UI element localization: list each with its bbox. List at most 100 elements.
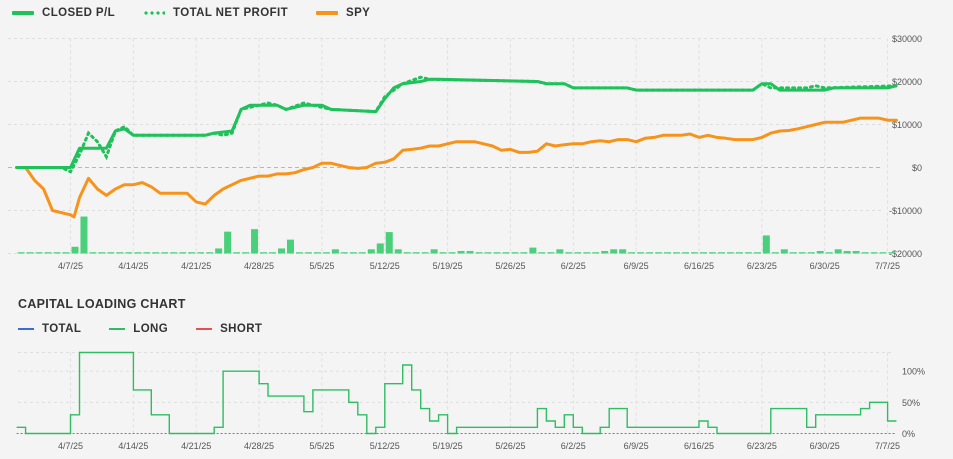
- volume-bar: [780, 249, 788, 254]
- capital-chart-legend: TOTAL LONG SHORT: [18, 323, 290, 335]
- volume-bar: [322, 252, 330, 254]
- volume-bar: [251, 229, 259, 254]
- volume-bar: [80, 216, 88, 254]
- x-tick-label: 5/26/25: [495, 441, 525, 451]
- legend-label-total-net-profit: TOTAL NET PROFIT: [173, 7, 289, 19]
- y-tick-label: 100%: [902, 367, 925, 377]
- x-tick-label: 4/21/25: [181, 261, 211, 271]
- volume-bar: [35, 252, 43, 254]
- volume-bar: [448, 252, 456, 254]
- volume-bar: [125, 252, 133, 254]
- volume-bar: [313, 252, 321, 254]
- volume-bar: [71, 246, 79, 254]
- volume-bar: [744, 252, 752, 254]
- x-tick-label: 4/7/25: [58, 261, 83, 271]
- x-tick-label: 4/28/25: [244, 261, 274, 271]
- volume-bar: [134, 252, 142, 254]
- legend-item-total[interactable]: TOTAL: [18, 323, 81, 335]
- volume-bar: [735, 252, 743, 254]
- y-tick-label: $30000: [892, 34, 922, 44]
- volume-bar: [430, 249, 438, 254]
- x-tick-label: 6/2/25: [561, 441, 586, 451]
- volume-bar: [816, 250, 824, 254]
- volume-bar: [62, 252, 70, 254]
- volume-bar: [179, 252, 187, 254]
- legend-label-total: TOTAL: [42, 323, 82, 335]
- x-tick-label: 5/12/25: [370, 441, 400, 451]
- volume-bar: [17, 252, 25, 254]
- x-tick-label: 5/12/25: [370, 261, 400, 271]
- volume-bar: [529, 247, 537, 254]
- series-line-total-net-profit: [15, 75, 898, 174]
- volume-bar: [206, 252, 214, 254]
- volume-bar: [708, 252, 716, 254]
- volume-bar: [286, 239, 294, 254]
- volume-bar: [673, 252, 681, 254]
- dotted-line-icon: [143, 11, 166, 15]
- volume-bar: [412, 252, 420, 254]
- x-tick-label: 4/21/25: [181, 441, 211, 451]
- volume-bar: [646, 252, 654, 254]
- volume-bar: [601, 250, 609, 254]
- y-tick-label: 50%: [902, 398, 920, 408]
- volume-bar: [843, 250, 851, 254]
- volume-bar: [825, 252, 833, 254]
- volume-bar: [170, 252, 178, 254]
- legend-item-closed-pl[interactable]: CLOSED P/L: [12, 7, 115, 19]
- volume-bar: [583, 252, 591, 254]
- volume-bar: [224, 231, 232, 254]
- x-tick-label: 7/7/25: [875, 261, 900, 271]
- volume-bar: [574, 252, 582, 254]
- volume-bar: [511, 252, 519, 254]
- legend-item-total-net-profit[interactable]: TOTAL NET PROFIT: [143, 7, 288, 19]
- volume-bar: [457, 250, 465, 254]
- volume-bar: [242, 252, 250, 254]
- x-tick-label: 6/30/25: [810, 261, 840, 271]
- volume-bar: [699, 252, 707, 254]
- x-tick-label: 5/26/25: [495, 261, 525, 271]
- volume-bar: [771, 252, 779, 254]
- volume-bar: [637, 252, 645, 254]
- line-icon: [109, 328, 126, 330]
- y-tick-label: $10000: [892, 120, 922, 130]
- legend-item-spy[interactable]: SPY: [316, 7, 370, 19]
- x-tick-label: 4/14/25: [118, 261, 148, 271]
- solid-line-icon: [316, 11, 339, 15]
- volume-bar: [161, 252, 169, 254]
- volume-bar: [143, 252, 151, 254]
- volume-bar: [717, 252, 725, 254]
- volume-bar: [484, 252, 492, 254]
- volume-bar: [331, 249, 339, 254]
- volume-bar: [592, 252, 600, 254]
- volume-bar: [726, 252, 734, 254]
- volume-bar: [340, 252, 348, 254]
- volume-bar: [798, 252, 806, 254]
- x-tick-label: 6/23/25: [747, 261, 777, 271]
- y-tick-label: $0: [912, 163, 922, 173]
- volume-bar: [682, 252, 690, 254]
- volume-bar: [870, 252, 878, 254]
- legend-label-long: LONG: [133, 323, 169, 335]
- series-line-spy: [15, 116, 898, 219]
- volume-bar: [403, 252, 411, 254]
- volume-bar: [556, 249, 564, 254]
- volume-bar: [26, 252, 34, 254]
- volume-bar: [502, 252, 510, 254]
- volume-bar: [493, 252, 501, 254]
- volume-bar: [466, 250, 474, 254]
- volume-bar: [852, 250, 860, 254]
- x-tick-label: 5/19/25: [433, 441, 463, 451]
- volume-bar: [888, 252, 896, 254]
- legend-item-long[interactable]: LONG: [109, 323, 168, 335]
- y-tick-label: $20000: [892, 77, 922, 87]
- volume-bar: [619, 249, 627, 254]
- y-tick-label: -$20000: [889, 249, 922, 259]
- volume-bar: [807, 252, 815, 254]
- legend-item-short[interactable]: SHORT: [196, 323, 262, 335]
- legend-label-spy: SPY: [346, 7, 371, 19]
- legend-label-closed-pl: CLOSED P/L: [42, 7, 116, 19]
- x-tick-label: 5/19/25: [433, 261, 463, 271]
- volume-bar: [565, 252, 573, 254]
- volume-bar: [260, 252, 268, 254]
